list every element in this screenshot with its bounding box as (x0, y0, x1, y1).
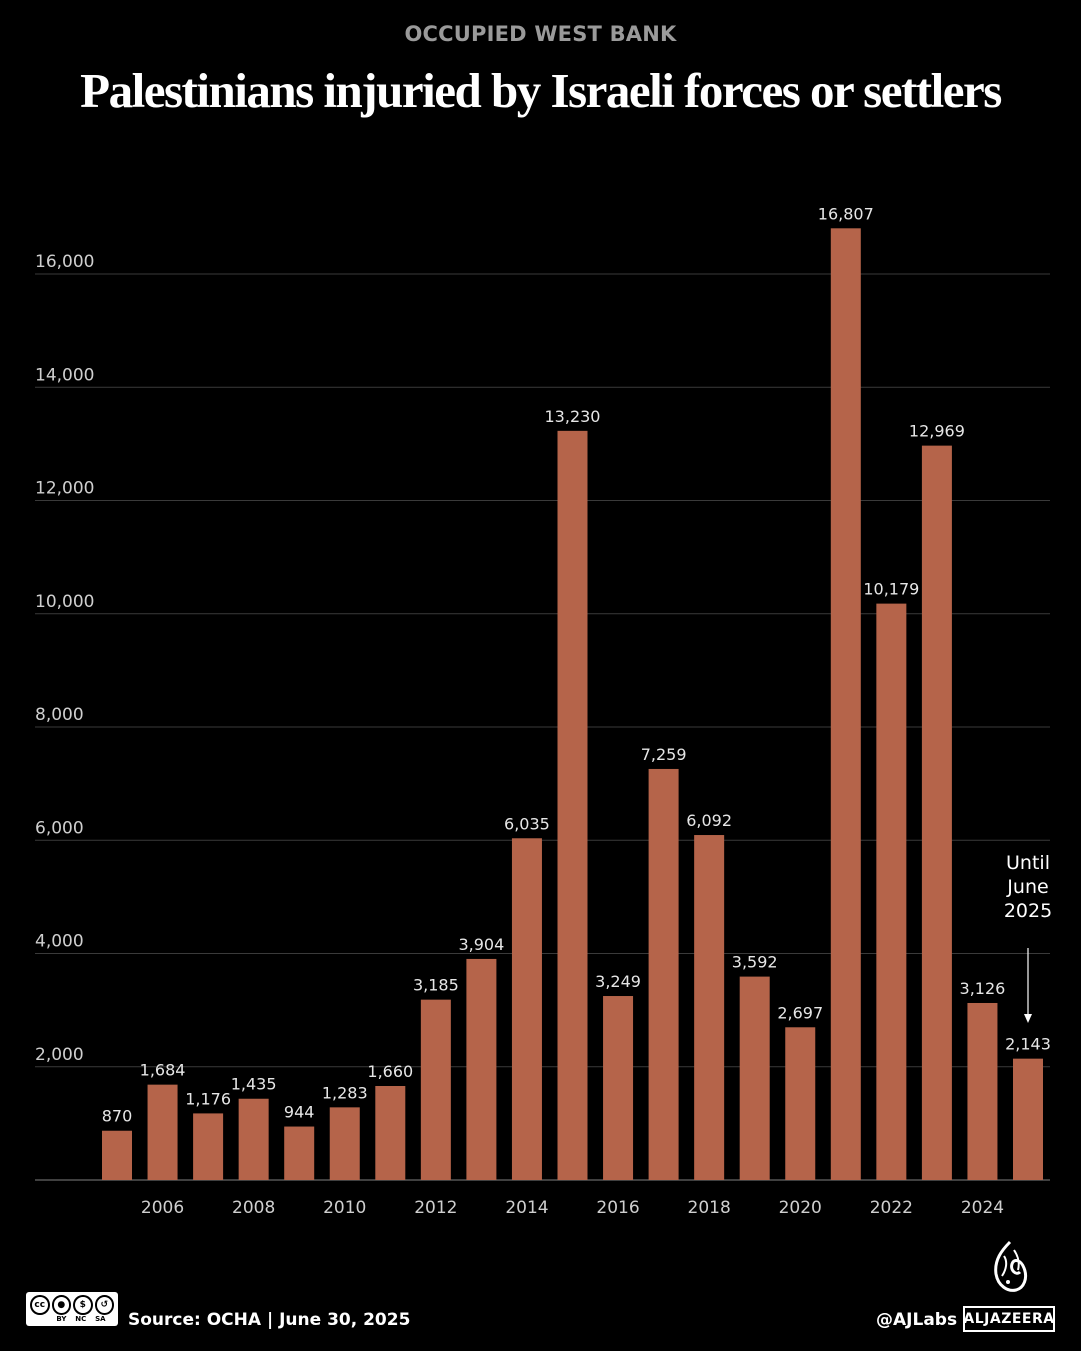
data-label: 6,035 (504, 814, 550, 833)
bar (694, 835, 725, 1180)
annotation-text: June (1006, 876, 1048, 898)
data-label: 6,092 (686, 811, 732, 830)
data-label: 3,126 (960, 979, 1006, 998)
x-tick-label: 2006 (141, 1198, 184, 1218)
sa-icon: ↺ (94, 1295, 114, 1315)
y-tick-label: 4,000 (35, 932, 84, 952)
data-label: 870 (102, 1107, 133, 1126)
y-tick-label: 16,000 (35, 252, 94, 272)
bar (876, 603, 907, 1180)
x-tick-label: 2010 (323, 1198, 366, 1218)
data-label: 1,660 (367, 1062, 413, 1081)
y-tick-label: 12,000 (35, 479, 94, 499)
annotation-text: Until (1006, 852, 1050, 874)
bar (830, 228, 861, 1181)
y-tick-label: 6,000 (35, 818, 84, 838)
bar (329, 1107, 360, 1180)
bar (375, 1086, 406, 1180)
chart-title: Palestinians injuried by Israeli forces … (80, 63, 1002, 118)
aljazeera-wordmark: ALJAZEERA (963, 1306, 1055, 1332)
bar (466, 958, 497, 1180)
data-label: 1,684 (140, 1061, 186, 1080)
aljazeera-logo-icon (994, 1240, 1028, 1292)
data-label: 3,592 (732, 953, 778, 972)
bar (147, 1084, 178, 1180)
x-tick-label: 2012 (414, 1198, 457, 1218)
bar (967, 1002, 998, 1180)
bar (238, 1098, 269, 1180)
data-label: 3,249 (595, 972, 641, 991)
data-label: 10,179 (863, 580, 919, 599)
data-label: 2,697 (777, 1003, 823, 1022)
annotation-text: 2025 (1004, 900, 1052, 922)
data-label: 1,283 (322, 1083, 368, 1102)
data-label: 944 (284, 1103, 315, 1122)
x-tick-label: 2008 (232, 1198, 275, 1218)
data-label: 3,904 (458, 935, 504, 954)
x-tick-label: 2014 (505, 1198, 548, 1218)
y-tick-label: 2,000 (35, 1045, 84, 1065)
nc-icon: $ (73, 1295, 93, 1315)
bar (193, 1113, 224, 1180)
x-tick-label: 2020 (779, 1198, 822, 1218)
data-label: 2,143 (1005, 1035, 1051, 1054)
license-by: BY (56, 1315, 67, 1323)
by-icon: ● (51, 1295, 71, 1315)
bar (102, 1130, 132, 1180)
bar (284, 1126, 315, 1180)
data-label: 7,259 (641, 745, 687, 764)
annotation-arrow-head (1024, 1014, 1032, 1023)
data-label: 1,435 (231, 1075, 277, 1094)
data-label: 16,807 (818, 204, 874, 223)
data-label: 12,969 (909, 422, 965, 441)
bar (785, 1027, 816, 1180)
source-note: Source: OCHA | June 30, 2025 (128, 1310, 411, 1330)
bar (648, 768, 679, 1180)
data-label: 3,185 (413, 976, 459, 995)
data-label: 13,230 (545, 407, 601, 426)
license-sa: SA (95, 1315, 106, 1323)
bar (420, 999, 451, 1180)
bar (739, 976, 770, 1180)
bar (1013, 1058, 1043, 1180)
data-label: 1,176 (185, 1089, 231, 1108)
y-tick-label: 10,000 (35, 592, 94, 612)
bar (557, 430, 588, 1180)
bar (511, 838, 542, 1180)
y-tick-label: 14,000 (35, 365, 94, 385)
license-badge: cc ● $ ↺ BY NC SA (26, 1292, 118, 1326)
aj-labs-handle: @AJLabs (876, 1310, 958, 1330)
cc-icon: cc (30, 1295, 50, 1315)
x-tick-label: 2016 (596, 1198, 639, 1218)
x-tick-label: 2018 (688, 1198, 731, 1218)
bar (921, 445, 952, 1180)
y-tick-label: 8,000 (35, 705, 84, 725)
x-tick-label: 2024 (961, 1198, 1004, 1218)
bar (603, 996, 634, 1180)
license-nc: NC (75, 1315, 87, 1323)
x-tick-label: 2022 (870, 1198, 913, 1218)
kicker: OCCUPIED WEST BANK (404, 22, 677, 46)
